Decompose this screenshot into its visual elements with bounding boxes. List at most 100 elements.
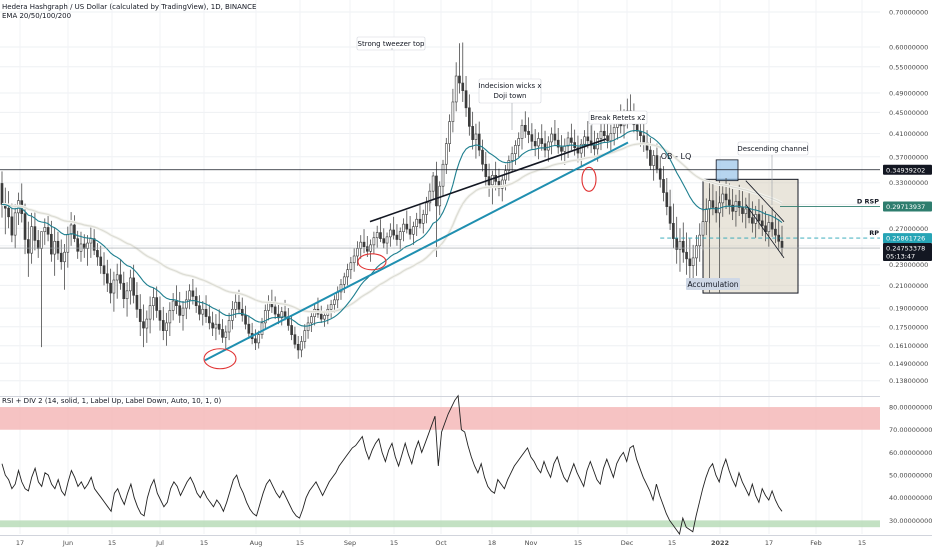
- candle: [290, 316, 293, 341]
- time-tick-label: 15: [108, 539, 116, 547]
- annotation-indecision-text: Doji town: [494, 92, 527, 100]
- candle: [208, 304, 211, 330]
- candle: [757, 199, 761, 230]
- candle: [642, 123, 646, 152]
- candle: [714, 191, 718, 223]
- candle: [556, 127, 560, 154]
- candle: [438, 181, 442, 216]
- accumulation-label: Accumulation: [686, 278, 740, 290]
- candle: [500, 174, 504, 202]
- ema-50-line: [1, 143, 783, 313]
- candle: [579, 139, 583, 167]
- candle: [178, 291, 182, 323]
- candle: [82, 234, 86, 258]
- candle: [389, 223, 392, 247]
- candle: [405, 210, 409, 234]
- candle: [138, 294, 142, 337]
- candle: [273, 296, 277, 320]
- candle: [583, 130, 586, 157]
- candle: [662, 166, 665, 202]
- time-tick-label: 2022: [711, 539, 729, 547]
- candle: [668, 189, 672, 230]
- candle: [254, 329, 257, 350]
- candle: [415, 212, 419, 236]
- candle: [461, 42, 465, 102]
- price-tag-text: 0.34939202: [886, 166, 925, 174]
- annotation-descending-channel-text: Descending channel: [737, 145, 808, 153]
- candle: [119, 259, 122, 290]
- rsi-title: RSI + DIV 2 (14, solid, 1, Label Up, Lab…: [2, 397, 222, 405]
- candle: [135, 282, 139, 318]
- candle: [115, 263, 119, 299]
- accumulation-label-text: Accumulation: [687, 280, 738, 289]
- time-tick-label: 17: [765, 539, 773, 547]
- price-tick-label: 0.19000000: [889, 305, 928, 313]
- price-tick-label: 0.23000000: [889, 261, 928, 269]
- price-tick-label: 0.37000000: [889, 153, 928, 161]
- candle: [497, 168, 501, 197]
- candle: [701, 211, 705, 251]
- price-tick-label: 0.33000000: [889, 179, 928, 187]
- candle: [296, 336, 300, 359]
- rp-label: RP: [869, 229, 879, 237]
- price-tick-label: 0.55000000: [889, 63, 928, 71]
- candle: [408, 216, 412, 240]
- price-tag-text: 0.24753378: [886, 245, 925, 253]
- candle: [3, 187, 7, 235]
- candle: [527, 117, 530, 144]
- time-tick-label: Sep: [344, 539, 356, 547]
- rsi-tick-label: 40.00000000: [889, 494, 932, 502]
- ema-20-line: [1, 130, 783, 327]
- candle: [280, 306, 284, 326]
- candle: [780, 225, 784, 256]
- candle: [711, 183, 715, 216]
- candle: [359, 235, 363, 259]
- candle: [448, 114, 451, 152]
- candle: [86, 235, 89, 266]
- rsi-tick-label: 80.00000000: [889, 404, 932, 412]
- price-tag-text: 0.29713937: [886, 203, 925, 211]
- candle: [678, 228, 682, 272]
- candle: [129, 269, 132, 305]
- candle: [724, 177, 728, 209]
- time-tick-label: 15: [200, 539, 208, 547]
- candle: [132, 264, 135, 304]
- candle: [685, 232, 688, 275]
- price-tick-label: 0.21000000: [889, 282, 928, 290]
- candle: [412, 221, 415, 245]
- time-tick-label: Jul: [155, 539, 164, 547]
- candle: [652, 150, 655, 181]
- candle: [102, 252, 106, 286]
- candle: [728, 183, 731, 215]
- candle: [7, 191, 10, 229]
- candle: [362, 229, 366, 254]
- candle: [303, 324, 307, 349]
- candle: [481, 139, 484, 172]
- candle: [50, 220, 53, 262]
- candle: [326, 304, 330, 325]
- time-tick-label: 17: [16, 539, 24, 547]
- candle: [0, 171, 4, 218]
- candle: [421, 209, 425, 234]
- candle: [599, 122, 603, 151]
- candle: [398, 227, 402, 250]
- annotation-indecision-text: Indecision wicks x: [478, 82, 541, 90]
- candle: [547, 136, 550, 162]
- candle: [507, 155, 511, 181]
- candle: [458, 43, 461, 94]
- candle: [40, 231, 43, 348]
- candle: [352, 248, 356, 272]
- candle: [69, 212, 73, 246]
- candle: [428, 183, 432, 212]
- candle: [240, 297, 244, 322]
- candle: [109, 268, 112, 304]
- time-tick-label: 18: [488, 539, 496, 547]
- annotation-tweezer-top-text: Strong tweezer top: [358, 40, 425, 48]
- rsi-band: [0, 407, 880, 430]
- candle: [59, 239, 63, 270]
- time-tick-label: Oct: [435, 539, 447, 547]
- time-tick-label: 15: [574, 539, 582, 547]
- indicator-label: EMA 20/50/100/200: [2, 12, 72, 20]
- candle: [96, 243, 99, 266]
